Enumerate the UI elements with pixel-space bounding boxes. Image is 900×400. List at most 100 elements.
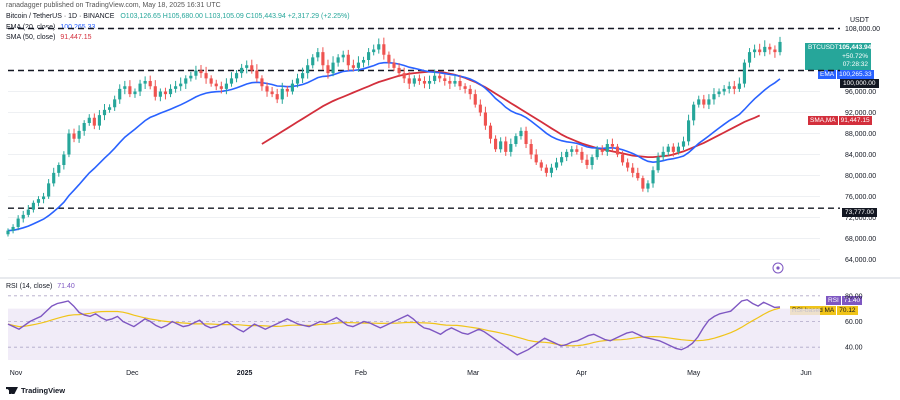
candle-body — [753, 49, 757, 53]
candle-body — [356, 62, 361, 68]
candle-body — [382, 44, 386, 55]
candle-body — [265, 86, 269, 92]
candle-body — [580, 151, 584, 160]
candle-body — [351, 65, 355, 68]
candle-body — [646, 183, 650, 189]
candle-body — [123, 86, 127, 89]
event-flag-icon[interactable] — [772, 262, 784, 274]
candle-body — [67, 133, 71, 155]
price-tick-label: 108,000.00 — [845, 26, 880, 33]
candle-body — [245, 65, 249, 68]
time-tick-label: Feb — [355, 370, 367, 377]
price-tick-label: 64,000.00 — [845, 257, 876, 264]
candle-body — [153, 86, 157, 97]
rsi-ma-line — [7, 307, 781, 347]
candle-body — [570, 149, 574, 152]
rsi-band — [8, 308, 820, 360]
candle-body — [453, 81, 457, 84]
candle-body — [463, 86, 467, 89]
price-tick-label: 72,000.00 — [845, 215, 876, 222]
sma-tag-value: 91,447.15 — [838, 116, 872, 125]
candle-body — [758, 49, 762, 53]
rsi-legend[interactable]: RSI (14, close) 71.40 — [6, 283, 75, 290]
candle-body — [260, 78, 264, 87]
price-tag-countdown: 07:28:32 — [842, 61, 868, 68]
sma-legend-value: 91,447.15 — [60, 34, 92, 41]
candle-body — [270, 91, 274, 95]
candle-body — [367, 52, 371, 60]
rsi-line — [7, 298, 781, 356]
candle-body — [590, 157, 594, 165]
candle-body — [509, 144, 513, 152]
candle-body — [707, 99, 711, 105]
level-tag-upper: 100,000.00 — [840, 79, 879, 88]
candle-body — [21, 214, 25, 219]
candle-body — [687, 120, 691, 142]
candle-body — [402, 73, 406, 79]
candle-body — [118, 88, 122, 100]
rsi-tick-label: 80.00 — [845, 293, 863, 300]
candle-body — [712, 94, 716, 100]
candle-body — [189, 75, 193, 79]
candle-body — [229, 78, 234, 84]
symbol-title[interactable]: Bitcoin / TetherUS · 1D · BINANCE — [6, 13, 115, 20]
candle-body — [488, 125, 493, 139]
price-tick-label: 76,000.00 — [845, 194, 876, 201]
candle-body — [148, 81, 152, 87]
candle-body — [214, 83, 218, 87]
candle-body — [113, 99, 117, 108]
candle-body — [717, 91, 721, 95]
candle-body — [97, 115, 101, 126]
rsi-legend-value: 71.40 — [57, 283, 75, 290]
flag-dot — [776, 266, 780, 270]
candle-body — [326, 65, 330, 74]
candle-body — [199, 70, 203, 74]
candle-body — [666, 146, 670, 152]
candle-body — [727, 86, 731, 89]
candle-body — [692, 104, 696, 121]
candle-body — [6, 230, 10, 235]
candle-body — [661, 151, 665, 158]
tradingview-logo-icon — [6, 387, 18, 394]
candle-body — [427, 81, 432, 84]
sma-legend[interactable]: SMA (50, close) 91,447.15 — [6, 34, 92, 41]
time-tick-label: Dec — [126, 370, 139, 377]
price-tag-symbol: BTCUSDT — [808, 44, 839, 51]
candle-body — [773, 49, 777, 53]
candle-body — [387, 54, 391, 63]
candle-body — [473, 94, 477, 105]
candle-body — [280, 88, 284, 100]
level-tag-lower: 73,777.00 — [842, 208, 877, 217]
sma-50-line — [261, 70, 761, 158]
candle-body — [742, 62, 747, 84]
ema-legend[interactable]: EMA (20, close) 100,265.33 — [6, 24, 95, 31]
candle-body — [52, 172, 56, 184]
candle-body — [224, 83, 228, 89]
candle-body — [47, 183, 51, 197]
candle-body — [458, 81, 462, 87]
candle-body — [676, 146, 680, 152]
candle-body — [26, 209, 30, 215]
price-tag[interactable]: BTCUSDT 105,443.94 +50.72% 07:28:32 — [805, 43, 871, 70]
price-tick-label: 80,000.00 — [845, 173, 876, 180]
candle-body — [544, 167, 548, 173]
candle-body — [275, 94, 279, 100]
candle-body — [331, 62, 335, 74]
candle-body — [615, 146, 620, 155]
candle-body — [372, 49, 376, 53]
candle-body — [641, 178, 645, 189]
candle-body — [102, 109, 107, 116]
candle-body — [610, 144, 614, 147]
candle-body — [468, 88, 472, 95]
candle-body — [240, 67, 244, 74]
candle-body — [72, 133, 76, 139]
candle-body — [41, 196, 46, 200]
tradingview-brand[interactable]: TradingView — [6, 386, 65, 395]
price-tick-label: 92,000.00 — [845, 110, 876, 117]
candle-body — [483, 112, 487, 126]
candle-body — [499, 141, 503, 150]
candle-body — [565, 151, 569, 158]
candle-body — [407, 78, 411, 84]
candle-body — [651, 170, 655, 184]
